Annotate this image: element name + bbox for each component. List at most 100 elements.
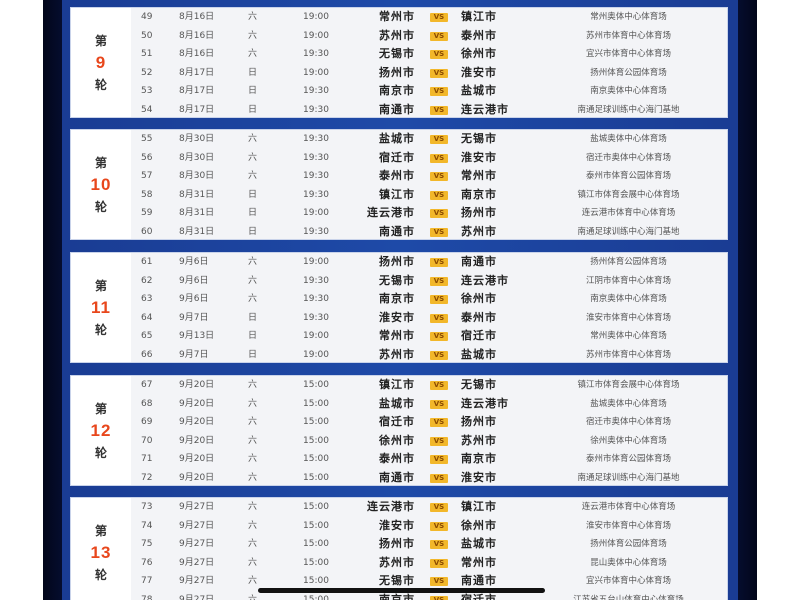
match-weekday: 六 [248,171,258,182]
match-venue: 淮安市体育中心体育场 [585,520,671,531]
home-indicator[interactable] [258,588,545,593]
match-row: 53 8月17日 日 19:30 南京市 VS 盐城市 南京奥体中心体育场 [131,82,727,101]
home-team: 徐州市 [379,433,415,447]
vs-badge: VS [430,418,448,428]
vs-badge: VS [430,227,448,237]
match-row: 52 8月17日 日 19:00 扬州市 VS 淮安市 扬州体育公园体育场 [131,64,727,83]
vs-badge: VS [430,50,448,60]
match-time: 15:00 [303,594,329,600]
match-venue: 扬州体育公园体育场 [590,539,667,550]
match-time: 15:00 [303,539,329,550]
away-team: 苏州市 [461,433,497,447]
match-venue: 宿迁市奥体中心体育场 [585,417,671,428]
round-label: 第 10 轮 [71,130,131,239]
match-number: 49 [141,12,153,22]
match-weekday: 六 [248,30,258,41]
match-number: 70 [141,435,153,446]
home-team: 苏州市 [379,28,415,42]
away-team: 盐城市 [461,347,497,361]
match-venue: 江苏省五台山体育中心体育场 [573,594,684,600]
match-number: 65 [141,331,153,342]
match-venue: 宜兴市体育中心体育场 [585,576,671,587]
away-team: 南京市 [461,452,497,466]
match-weekday: 六 [248,520,258,531]
match-list: 73 9月27日六 15:00 连云港市 VS 镇江市 连云港市体育中心体育场 74 9月27日… [131,498,727,600]
match-row: 51 8月16日 六 19:30 无锡市 VS 徐州市 宜兴市体育中心体育场 [131,45,727,64]
match-row: 78 9月27日 六 15:00 南京市 VS 宿迁市 江苏省五台山体育中心体育场 [131,591,727,600]
match-weekday: 六 [248,539,258,550]
match-date: 9月27日 [179,576,215,587]
home-team: 泰州市 [379,452,415,466]
round-number: 13 [90,542,112,562]
match-row: 61 9月6日 六 19:00 扬州市 VS 南通市 扬州体育公园体育场 [131,253,727,272]
match-weekday: 六 [248,502,258,512]
match-time: 19:00 [303,30,329,41]
away-team: 常州市 [461,169,497,183]
match-date: 8月31日 [179,226,215,237]
round-panel: 第 12 轮 67 9月20日六 15:00 镇江市 VS 无锡市 镇江市体育会展中心体育场… [70,375,728,486]
away-team: 连云港市 [461,273,509,287]
vs-badge: VS [430,105,448,115]
match-time: 19:00 [303,349,329,360]
match-number: 53 [141,86,153,97]
match-date: 8月17日 [179,104,215,115]
home-team: 泰州市 [379,169,415,183]
round-panel: 第 10 轮 55 8月30日六 19:30 盐城市 VS 无锡市 盐城奥体中心体育场 56 8… [70,129,728,240]
match-date: 9月6日 [179,275,209,286]
home-team: 淮安市 [379,310,415,324]
match-row: 49 8月16日 六 19:00 常州市 VS 镇江市 常州奥体中心体育场 [131,8,727,27]
home-team: 镇江市 [379,187,415,201]
match-date: 9月20日 [179,472,215,483]
round-number: 9 [95,52,107,72]
match-time: 19:30 [303,189,329,200]
match-date: 9月13日 [179,331,215,342]
match-weekday: 六 [248,49,258,60]
match-date: 9月7日 [179,312,209,323]
match-venue: 苏州市体育中心体育场 [585,30,671,41]
schedule-image: 第 9 轮 49 8月16日六 19:00 常州市 VS 镇江市 常州奥体中心体育场 50 8月… [43,0,757,600]
match-venue: 连云港市体育中心体育场 [581,502,676,512]
match-time: 19:00 [303,12,329,22]
round-label: 第 11 轮 [71,253,131,362]
match-venue: 宜兴市体育中心体育场 [585,49,671,60]
match-list: 49 8月16日六 19:00 常州市 VS 镇江市 常州奥体中心体育场 50 8月16日六 19… [131,8,727,117]
away-team: 连云港市 [461,102,509,116]
away-team: 南通市 [461,255,497,268]
match-weekday: 六 [248,454,258,465]
match-time: 19:00 [303,331,329,342]
match-number: 60 [141,226,153,237]
match-weekday: 六 [248,152,258,163]
away-team: 盐城市 [461,537,497,551]
match-weekday: 六 [248,472,258,483]
away-team: 泰州市 [461,310,497,324]
home-team: 镇江市 [379,378,415,391]
vs-badge: VS [430,503,448,512]
match-number: 50 [141,30,153,41]
match-weekday: 六 [248,380,258,390]
match-venue: 徐州奥体中心体育场 [590,435,667,446]
home-team: 无锡市 [379,574,415,588]
match-date: 9月20日 [179,435,215,446]
round-number: 10 [90,174,112,194]
match-venue: 南通足球训练中心海门基地 [577,226,680,237]
match-number: 52 [141,67,153,78]
home-team: 南京市 [379,292,415,306]
match-date: 8月30日 [179,152,215,163]
vs-badge: VS [430,473,448,483]
match-date: 9月27日 [179,557,215,568]
match-time: 15:00 [303,398,329,409]
match-weekday: 日 [248,86,258,97]
match-date: 9月20日 [179,398,215,409]
away-team: 泰州市 [461,28,497,42]
match-venue: 镇江市体育会展中心体育场 [577,380,680,390]
match-weekday: 六 [248,12,258,22]
match-row: 77 9月27日 六 15:00 无锡市 VS 南通市 宜兴市体育中心体育场 [131,572,727,591]
match-row: 50 8月16日 六 19:00 苏州市 VS 泰州市 苏州市体育中心体育场 [131,27,727,46]
match-venue: 昆山奥体中心体育场 [590,557,667,568]
match-number: 51 [141,49,153,60]
home-team: 扬州市 [379,255,415,268]
home-team: 南京市 [379,84,415,98]
home-team: 苏州市 [379,555,415,569]
match-date: 8月30日 [179,134,215,144]
away-team: 无锡市 [461,132,497,145]
